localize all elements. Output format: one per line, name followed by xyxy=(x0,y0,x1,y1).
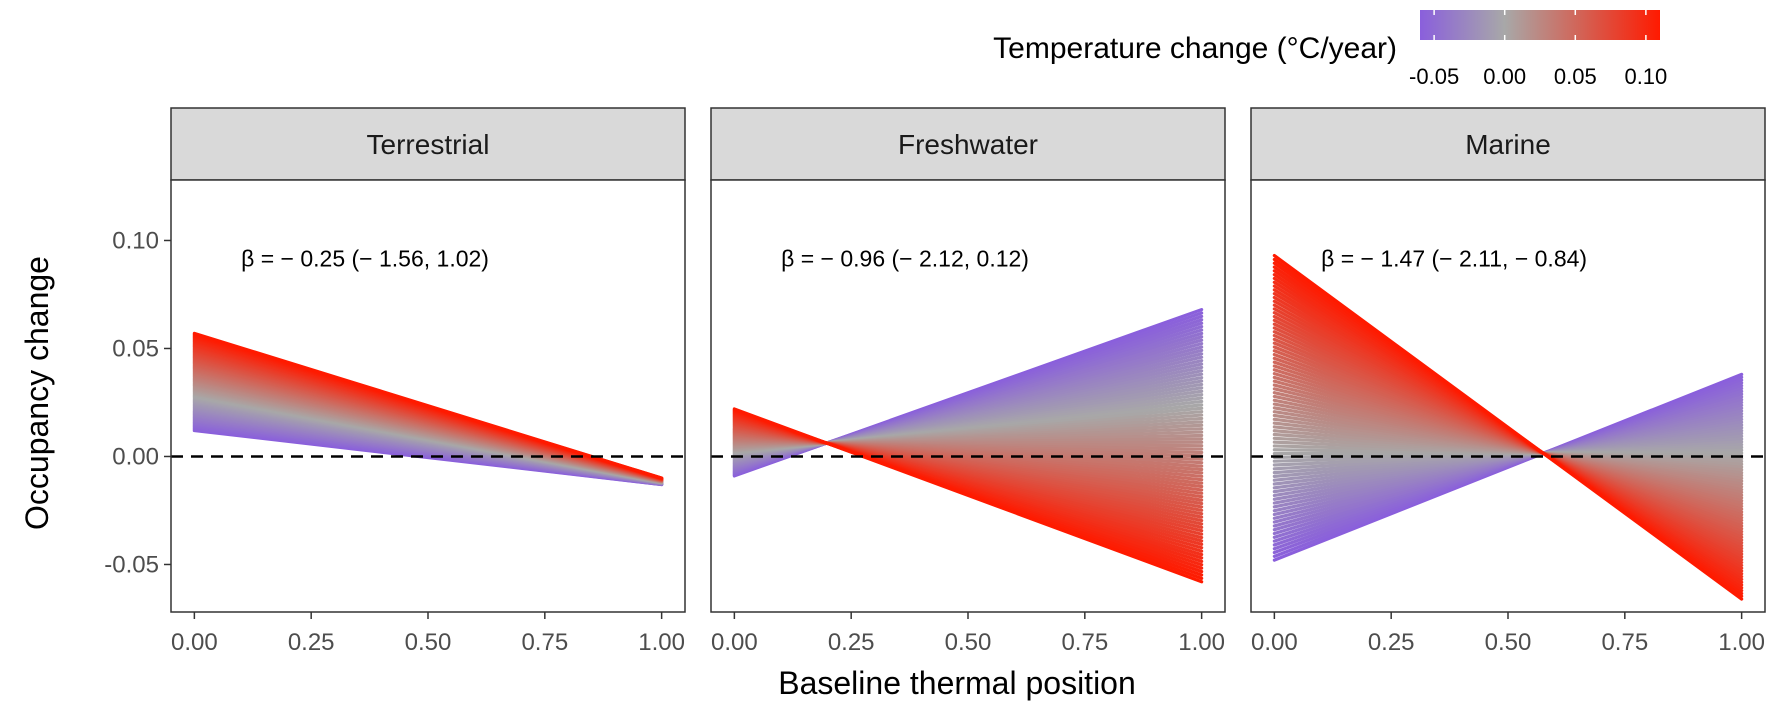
color-legend: Temperature change (°C/year) -0.05 0.00 0.… xyxy=(993,10,1667,89)
x-tick-label: 0.00 xyxy=(711,629,758,656)
x-tick-label: 0.50 xyxy=(1485,629,1532,656)
beta-annotation: β = − 0.96 (− 2.12, 0.12) xyxy=(781,245,1029,271)
legend-tick-label: 0.10 xyxy=(1624,64,1667,89)
x-tick-label: 0.75 xyxy=(1061,629,1108,656)
y-tick-label: 0.10 xyxy=(112,227,159,254)
legend-ticks: -0.05 0.00 0.05 0.10 xyxy=(1409,10,1667,89)
legend-tick-label: 0.05 xyxy=(1554,64,1597,89)
facet-strip xyxy=(170,107,686,181)
x-tick-label: 0.25 xyxy=(1368,629,1415,656)
facet-strip xyxy=(710,107,1226,181)
beta-annotation: β = − 0.25 (− 1.56, 1.02) xyxy=(241,245,489,271)
facet-label: Terrestrial xyxy=(367,129,490,160)
beta-annotation: β = − 1.47 (− 2.11, − 0.84) xyxy=(1321,245,1587,271)
x-tick-label: 0.25 xyxy=(288,629,335,656)
series-line xyxy=(1272,254,1744,601)
x-tick-label: 0.00 xyxy=(1251,629,1298,656)
series-fan xyxy=(1272,254,1744,601)
x-axis-title: Baseline thermal position xyxy=(778,665,1136,701)
facet-label: Marine xyxy=(1465,129,1551,160)
y-tick-label: -0.05 xyxy=(104,551,159,578)
x-tick-label: 0.75 xyxy=(521,629,568,656)
facet-label: Freshwater xyxy=(898,129,1038,160)
series-fan xyxy=(732,308,1204,584)
legend-colorbar xyxy=(1420,10,1660,40)
x-tick-label: 1.00 xyxy=(638,629,685,656)
x-tick-label: 0.75 xyxy=(1601,629,1648,656)
panel-marine: Marine β = − 1.47 (− 2.11, − 0.84) 0.00 0.2… xyxy=(1250,107,1766,656)
legend-tick-label: 0.00 xyxy=(1483,64,1526,89)
legend-title: Temperature change (°C/year) xyxy=(993,32,1397,65)
facet-strip xyxy=(1250,107,1766,181)
legend-tick-label: -0.05 xyxy=(1409,64,1459,89)
x-tick-label: 0.50 xyxy=(945,629,992,656)
y-tick-label: 0.05 xyxy=(112,335,159,362)
panel-terrestrial: Terrestrial β = − 0.25 (− 1.56, 1.02) 0.00… xyxy=(104,107,686,656)
panel-freshwater: Freshwater β = − 0.96 (− 2.12, 0.12) 0.00 0… xyxy=(710,107,1226,656)
series-line xyxy=(732,407,1204,584)
y-axis-title: Occupancy change xyxy=(19,256,55,530)
x-tick-label: 0.00 xyxy=(171,629,218,656)
panels: Terrestrial β = − 0.25 (− 1.56, 1.02) 0.00… xyxy=(104,107,1766,656)
x-tick-label: 0.25 xyxy=(828,629,875,656)
x-tick-label: 1.00 xyxy=(1178,629,1225,656)
x-tick-label: 0.50 xyxy=(405,629,452,656)
y-tick-label: 0.00 xyxy=(112,443,159,470)
series-line xyxy=(192,331,664,480)
series-fan xyxy=(192,331,664,487)
x-tick-label: 1.00 xyxy=(1718,629,1765,656)
